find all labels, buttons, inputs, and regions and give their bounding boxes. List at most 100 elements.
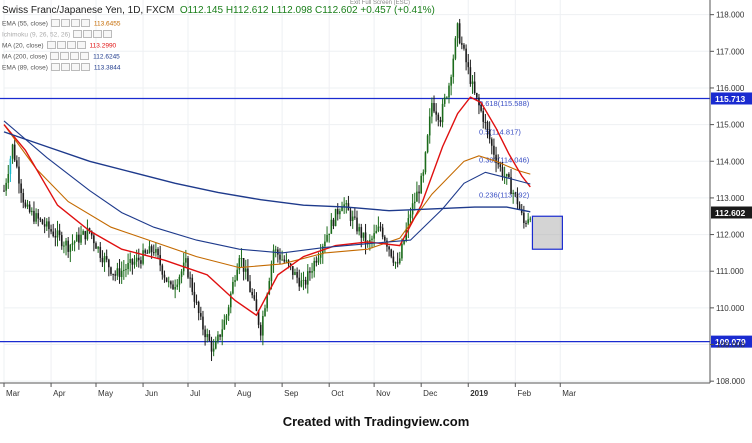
candle-body: [255, 299, 258, 312]
target-box[interactable]: [531, 215, 563, 250]
indicator-value: 112.6245: [93, 53, 120, 61]
candle-body: [452, 58, 455, 77]
projection-rectangle: [531, 215, 563, 250]
indicator-row[interactable]: Ichimoku (9, 26, 52, 26): [2, 30, 116, 40]
candle-body: [163, 274, 166, 278]
candle-body: [441, 103, 444, 123]
candle-body: [424, 152, 427, 173]
candle-body: [409, 214, 412, 219]
candle-body: [37, 213, 40, 219]
candle-body: [101, 257, 104, 263]
price-level-tag-label: 115.713: [715, 94, 746, 104]
candle-body: [105, 256, 108, 260]
candle-body: [510, 177, 512, 195]
candle-body: [150, 246, 153, 253]
y-tick-label: 111.000: [716, 267, 744, 276]
candle-body: [63, 245, 65, 247]
candle-body: [75, 234, 78, 242]
candle-body: [52, 231, 55, 237]
candle-body: [448, 85, 450, 98]
candle-body: [426, 135, 429, 153]
indicator-row[interactable]: MA (20, close) 113.2990: [2, 41, 116, 51]
axes: 108.000 109.000 110.000 111.000 112.000 113.0…: [0, 0, 745, 398]
candle-body: [131, 258, 134, 265]
candle-body: [232, 281, 234, 294]
candle-body: [505, 174, 508, 177]
candle-body: [439, 119, 442, 123]
fib-level-label: 0.236(113.092): [479, 191, 530, 200]
candle-body: [396, 262, 399, 264]
watermark-footer: Created with Tradingview.com: [282, 414, 470, 429]
price-level-tag: [711, 335, 752, 348]
y-tick-label: 108.000: [716, 377, 745, 386]
indicator-value: 113.3844: [93, 64, 121, 72]
candle-body: [345, 203, 348, 205]
candle-body: [313, 260, 316, 272]
candle-body: [283, 259, 286, 262]
indicator-settings-icons[interactable]: [73, 30, 113, 40]
indicator-settings-icons[interactable]: [50, 52, 90, 62]
candle-body: [484, 121, 487, 123]
candle-body: [69, 244, 72, 252]
x-tick-label: Jul: [190, 389, 200, 398]
candle-body: [172, 284, 174, 290]
candle-body: [65, 240, 67, 246]
candle-body: [354, 216, 356, 218]
moving-averages: [3, 96, 531, 317]
candle-body: [384, 236, 386, 241]
indicator-row[interactable]: EMA (55, close) 113.6455: [2, 19, 121, 29]
candle-body: [144, 250, 146, 253]
series-line: [3, 120, 531, 254]
candle-body: [259, 324, 262, 336]
candle-body: [306, 271, 309, 285]
candle-body: [281, 259, 283, 261]
candle-body: [48, 221, 50, 230]
candle-body: [381, 227, 384, 237]
candle-body: [93, 235, 95, 244]
candle-body: [458, 23, 461, 44]
candle-body: [488, 129, 491, 140]
candle-body: [229, 293, 232, 308]
candle-body: [520, 209, 523, 213]
indicator-row[interactable]: MA (200, close) 112.6245: [2, 52, 120, 62]
candle-body: [103, 256, 106, 263]
candle-body: [112, 273, 114, 275]
exit-fullscreen-hint[interactable]: Exit Full Screen (ESC): [350, 0, 411, 6]
candle-body: [413, 201, 416, 204]
candle-body: [22, 193, 25, 203]
candle-body: [13, 144, 16, 161]
candle-body: [82, 231, 84, 235]
candle-body: [56, 230, 59, 238]
candle-body: [403, 240, 405, 244]
candle-body: [473, 81, 476, 94]
candle-body: [497, 162, 499, 165]
indicator-settings-icons[interactable]: [50, 63, 91, 73]
candle-body: [135, 257, 138, 262]
indicator-settings-icons[interactable]: [46, 41, 87, 51]
candle-body: [420, 175, 422, 194]
candle-body: [210, 340, 213, 352]
y-tick-label: 109.000: [716, 341, 745, 350]
candle-body: [324, 241, 326, 247]
price-level-tag-label: 109.079: [715, 337, 746, 347]
candle-body: [274, 249, 277, 251]
x-tick-label: Aug: [237, 389, 251, 398]
candle-body: [304, 279, 307, 285]
indicator-settings-icons[interactable]: [50, 19, 91, 29]
symbol-title-row: Swiss Franc/Japanese Yen, 1D, FXCM O112.…: [2, 5, 435, 16]
candle-body: [508, 174, 510, 178]
candle-body: [174, 286, 176, 290]
series-line: [3, 131, 531, 213]
candle-body: [469, 67, 472, 84]
symbol-title[interactable]: Swiss Franc/Japanese Yen, 1D, FXCM: [2, 5, 175, 16]
candle-body: [461, 43, 463, 45]
candle-body: [471, 81, 474, 84]
x-tick-label: 2019: [470, 389, 488, 398]
indicator-row[interactable]: EMA (89, close) 113.3844: [2, 63, 121, 73]
series-line: [3, 124, 531, 269]
candle-body: [319, 254, 322, 258]
candle-body: [178, 276, 181, 285]
candle-body: [364, 232, 367, 245]
candle-body: [71, 243, 74, 245]
